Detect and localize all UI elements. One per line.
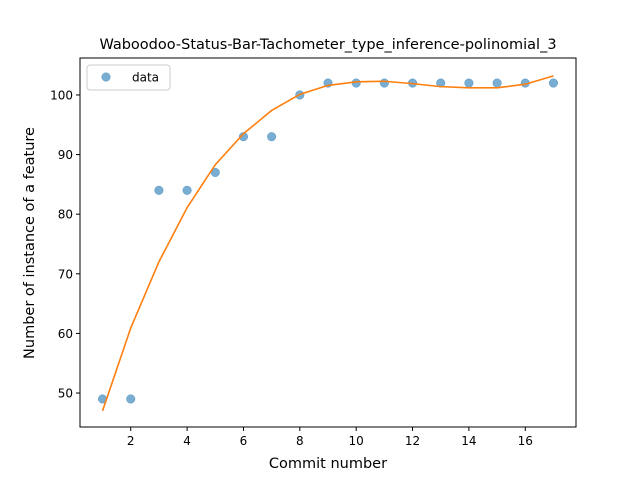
y-tick-label: 50 [58, 387, 73, 401]
fit-line [101, 75, 554, 412]
x-tick-label: 14 [461, 434, 476, 448]
data-point [182, 185, 192, 195]
x-axis-label: Commit number [269, 456, 387, 472]
data-point [492, 78, 502, 88]
axes-frame [79, 57, 577, 428]
y-tick-label: 100 [50, 88, 73, 102]
chart-title: Waboodoo-Status-Bar-Tachometer_type_infe… [99, 37, 556, 53]
y-tick-label: 80 [58, 208, 73, 222]
y-axis-label: Number of instance of a feature [22, 127, 38, 359]
axis-ticks: 2 4 6 8 10 12 14 16 50 60 70 80 90 100 [50, 88, 533, 448]
legend: data [86, 64, 171, 91]
x-tick-label: 2 [127, 434, 135, 448]
data-point [548, 78, 559, 88]
x-tick-label: 8 [296, 434, 304, 448]
data-point [464, 78, 474, 88]
y-tick-label: 60 [58, 327, 73, 341]
data-point [238, 132, 249, 142]
x-tick-label: 10 [349, 434, 364, 448]
data-point [126, 394, 136, 404]
x-tick-label: 4 [183, 434, 191, 448]
data-point [154, 185, 164, 195]
legend-label: data [132, 71, 159, 85]
legend-marker [101, 72, 111, 82]
plot-area [97, 75, 559, 412]
y-tick-label: 70 [58, 267, 73, 281]
legend-box [86, 64, 171, 91]
x-tick-label: 16 [518, 434, 533, 448]
data-point [267, 132, 277, 142]
x-tick-label: 6 [240, 434, 248, 448]
x-tick-label: 12 [405, 434, 420, 448]
data-point [351, 78, 361, 88]
y-tick-label: 90 [58, 148, 73, 162]
data-point [379, 78, 389, 88]
